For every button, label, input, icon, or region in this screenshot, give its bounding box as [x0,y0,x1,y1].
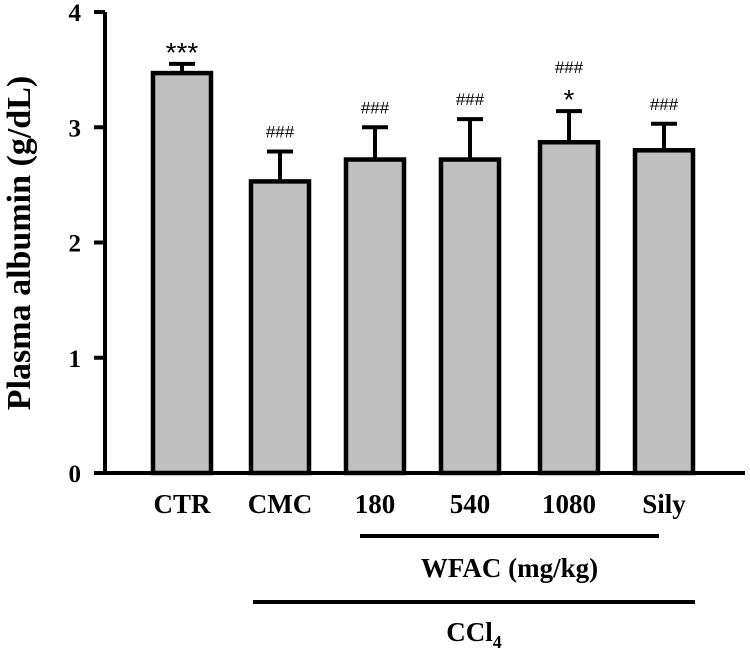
significance-label-1080-0: * [564,84,575,115]
significance-label-ctr-0: *** [166,37,199,68]
groups-layer: WFAC (mg/kg) CCl4 [253,534,695,652]
x-tick-label-cmc: CMC [248,489,312,519]
bar-sily [632,148,696,476]
x-tick-label-ctr: CTR [153,489,211,519]
y-tick-label-1: 1 [69,346,82,373]
bar-ctr [150,70,214,476]
labels-layer: CTR *** CMC ### 180 ### 540 ### 1080 * ### Sily ### [153,37,686,519]
y-axis-label: Plasma albumin (g/dL) [1,76,38,410]
bar-cmc [248,179,312,476]
bar-1080 [537,139,601,476]
x-tick-label-540: 540 [450,489,491,519]
bar-180 [343,157,407,476]
group-label-wfac: WFAC (mg/kg) [421,553,598,583]
significance-label-sily-0: ### [650,95,679,114]
bars-layer [150,61,696,476]
significance-label-540-0: ### [456,90,485,109]
bar-540 [438,157,502,476]
significance-label-cmc-0: ### [266,122,295,141]
x-tick-label-1080: 1080 [542,489,596,519]
y-tick-label-3: 3 [69,115,82,142]
x-tick-label-sily: Sily [642,489,686,519]
y-tick-label-0: 0 [69,461,82,488]
axes-layer: 0 1 2 3 4 [69,0,745,488]
significance-label-180-0: ### [361,98,390,117]
x-tick-label-180: 180 [355,489,396,519]
significance-label-1080-1: ### [555,58,584,77]
y-tick-label-2: 2 [69,231,82,258]
group-label-ccl4: CCl4 [446,617,502,652]
y-tick-label-4: 4 [69,0,82,27]
